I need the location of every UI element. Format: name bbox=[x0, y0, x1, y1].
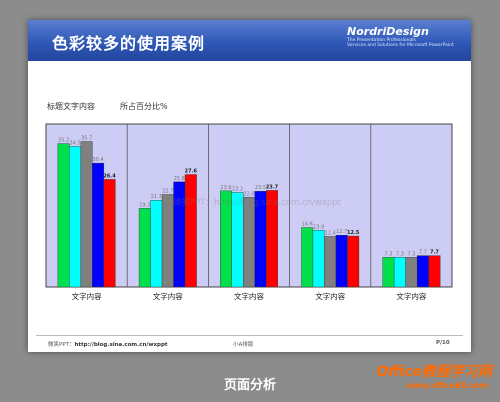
bar bbox=[301, 227, 314, 288]
data-label: 7.3 bbox=[384, 251, 392, 257]
bar bbox=[428, 255, 441, 288]
data-label: 12.5 bbox=[347, 230, 360, 236]
bar bbox=[69, 146, 82, 288]
data-label: 7.7 bbox=[419, 250, 427, 256]
data-label: 35.7 bbox=[81, 136, 92, 142]
category-label: 文字内容 bbox=[234, 291, 264, 301]
bar bbox=[416, 255, 429, 288]
data-label: 7.3 bbox=[407, 251, 415, 257]
subhead-unit: 所占百分比% bbox=[120, 102, 168, 111]
footer-left: 微笑PPT：http://blog.sina.com.cn/wxppt bbox=[48, 340, 168, 348]
data-label: 22.7 bbox=[162, 188, 173, 194]
footer-divider bbox=[36, 335, 463, 336]
data-label: 14.6 bbox=[302, 222, 313, 228]
data-label: 7.7 bbox=[430, 250, 439, 256]
footer-label: 微笑PPT： bbox=[48, 342, 75, 348]
footer-link[interactable]: http://blog.sina.com.cn/wxppt bbox=[74, 342, 168, 348]
bar bbox=[57, 143, 70, 288]
bar bbox=[92, 162, 105, 288]
bar bbox=[103, 179, 116, 288]
data-label: 7.3 bbox=[396, 251, 404, 257]
slide-header: 色彩较多的使用案例 NordriDesign The Presentation … bbox=[28, 20, 471, 61]
bar bbox=[80, 141, 93, 288]
footer-center: 小A排版 bbox=[233, 342, 254, 348]
bar bbox=[150, 200, 163, 288]
bar-chart: 35.2 34.535.7 30.4 26.4 文字内容 19.321.322.725.8… bbox=[45, 123, 453, 301]
page-number: P/10 bbox=[436, 340, 450, 346]
logo-name: NordriDesign bbox=[347, 25, 429, 38]
data-label: 12.4 bbox=[325, 230, 336, 236]
data-label: 23.6 bbox=[220, 185, 231, 191]
data-label: 35.2 bbox=[58, 138, 69, 144]
data-label: 23.7 bbox=[266, 184, 279, 190]
logo-tagline-2: Services and Solutions for Microsoft Pow… bbox=[347, 43, 454, 48]
category-label: 文字内容 bbox=[72, 291, 102, 301]
data-label: 12.7 bbox=[336, 229, 347, 235]
data-label: 34.5 bbox=[70, 140, 81, 146]
bar bbox=[405, 257, 418, 288]
bar bbox=[243, 197, 255, 288]
bar bbox=[382, 257, 395, 288]
page-caption: 页面分析 bbox=[223, 378, 276, 393]
site-watermark-url: www.office68.com bbox=[405, 381, 488, 390]
slide: 色彩较多的使用案例 NordriDesign The Presentation … bbox=[28, 20, 471, 352]
category-label: 文字内容 bbox=[153, 291, 183, 301]
data-label: 23.5 bbox=[255, 185, 266, 191]
center-watermark: 微笑PPT：http://blog.sina.com.cn/wxppt bbox=[173, 198, 342, 208]
subhead-title: 标题文字内容 bbox=[47, 102, 95, 111]
bar bbox=[347, 235, 360, 288]
data-label: 13.9 bbox=[313, 224, 324, 230]
data-label: 26.4 bbox=[103, 173, 116, 179]
data-label: 21.3 bbox=[151, 194, 162, 200]
data-label: 22.0 bbox=[243, 191, 254, 197]
data-label: 30.4 bbox=[93, 157, 104, 163]
bar bbox=[161, 194, 174, 288]
bar bbox=[184, 174, 197, 288]
bar bbox=[266, 190, 278, 288]
bar bbox=[393, 257, 406, 288]
nordridesign-logo: NordriDesign The Presentation Profession… bbox=[347, 25, 459, 48]
bar bbox=[335, 235, 348, 288]
data-label: 25.8 bbox=[174, 176, 185, 182]
logo-tagline-1: The Presentation Professionals bbox=[347, 38, 416, 43]
category-label: 文字内容 bbox=[396, 291, 426, 301]
bar bbox=[138, 208, 151, 288]
slide-title: 色彩较多的使用案例 bbox=[52, 34, 206, 53]
site-watermark-brand: Office教程学习网 bbox=[376, 364, 492, 380]
data-label: 23.2 bbox=[232, 186, 243, 192]
bar bbox=[324, 236, 337, 288]
data-label: 19.3 bbox=[139, 202, 150, 208]
category-label: 文字内容 bbox=[315, 291, 345, 301]
data-label: 27.6 bbox=[185, 169, 198, 175]
bar bbox=[312, 230, 325, 288]
